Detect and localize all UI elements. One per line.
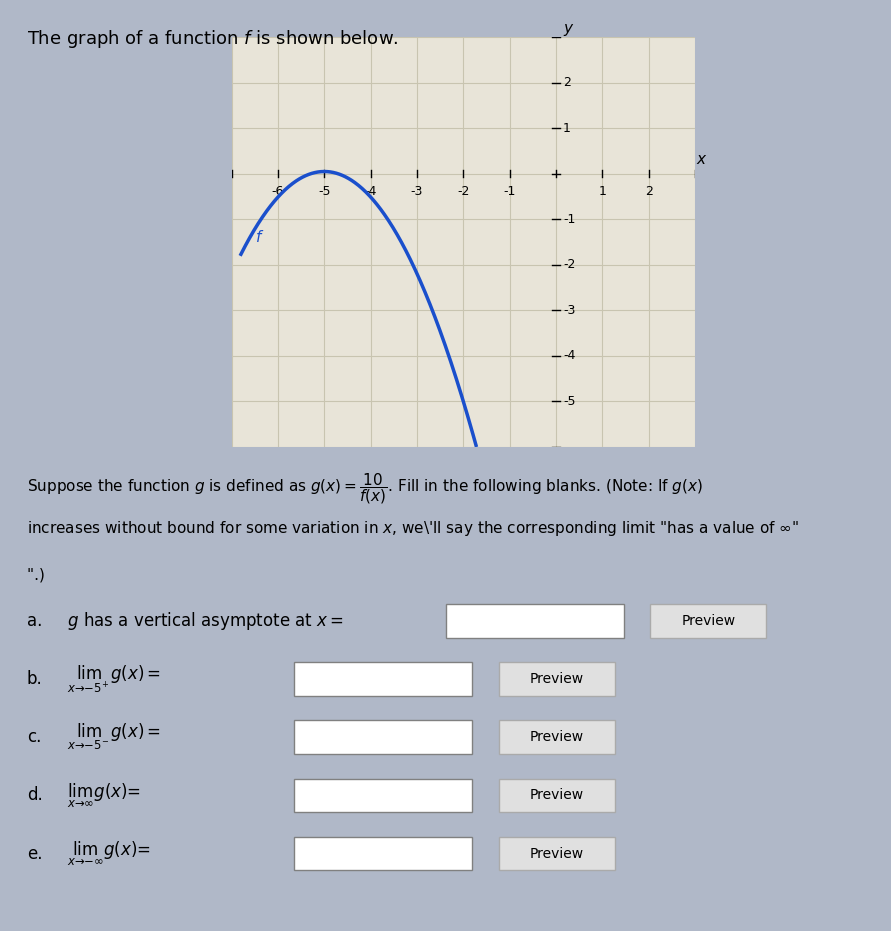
Text: -3: -3	[563, 304, 576, 317]
FancyBboxPatch shape	[294, 662, 472, 696]
Text: Preview: Preview	[530, 846, 584, 860]
Text: -2: -2	[563, 258, 576, 271]
Text: $\lim_{x\to -\infty} g(x) = $: $\lim_{x\to -\infty} g(x) = $	[62, 840, 151, 868]
Text: $\lim_{x\to -5^+} g(x) = $: $\lim_{x\to -5^+} g(x) = $	[62, 664, 161, 695]
FancyBboxPatch shape	[294, 837, 472, 870]
Text: b.: b.	[27, 670, 43, 688]
Text: a.: a.	[27, 613, 42, 630]
Text: $\lim_{x\to \infty} g(x) = $: $\lim_{x\to \infty} g(x) = $	[62, 781, 142, 810]
Text: Preview: Preview	[530, 789, 584, 803]
Text: e.: e.	[27, 844, 42, 862]
Text: -5: -5	[318, 185, 331, 198]
FancyBboxPatch shape	[446, 604, 624, 638]
Text: 2: 2	[563, 76, 571, 89]
Text: -3: -3	[411, 185, 423, 198]
Text: increases without bound for some variation in $x$, we\'ll say the corresponding : increases without bound for some variati…	[27, 519, 799, 538]
Text: -5: -5	[563, 395, 576, 408]
FancyBboxPatch shape	[294, 778, 472, 813]
Text: Preview: Preview	[530, 730, 584, 745]
Text: $\lim_{x\to -5^-} g(x) = $: $\lim_{x\to -5^-} g(x) = $	[62, 722, 161, 752]
Text: Preview: Preview	[530, 672, 584, 686]
Text: -1: -1	[563, 213, 576, 226]
Text: ".): ".)	[27, 568, 50, 583]
Text: d.: d.	[27, 787, 43, 804]
FancyBboxPatch shape	[499, 778, 615, 813]
Text: -4: -4	[563, 349, 576, 362]
Text: -2: -2	[457, 185, 470, 198]
FancyBboxPatch shape	[499, 837, 615, 870]
Text: $x$: $x$	[696, 152, 707, 167]
Text: 1: 1	[563, 122, 571, 135]
FancyBboxPatch shape	[294, 721, 472, 754]
Text: 1: 1	[599, 185, 606, 198]
Text: $g$ has a vertical asymptote at $x =$: $g$ has a vertical asymptote at $x =$	[62, 610, 349, 632]
Text: Preview: Preview	[682, 614, 735, 628]
FancyBboxPatch shape	[499, 721, 615, 754]
Text: The graph of a function $f$ is shown below.: The graph of a function $f$ is shown bel…	[27, 28, 398, 50]
Text: -6: -6	[272, 185, 284, 198]
FancyBboxPatch shape	[650, 604, 766, 638]
Text: -1: -1	[503, 185, 516, 198]
FancyBboxPatch shape	[499, 662, 615, 696]
Text: $y$: $y$	[563, 22, 575, 38]
Text: 2: 2	[645, 185, 652, 198]
Text: c.: c.	[27, 728, 41, 747]
Text: Suppose the function $g$ is defined as $g(x) = \dfrac{10}{f(x)}$. Fill in the fo: Suppose the function $g$ is defined as $…	[27, 471, 703, 506]
Text: $f$: $f$	[255, 229, 264, 245]
Text: -4: -4	[364, 185, 377, 198]
